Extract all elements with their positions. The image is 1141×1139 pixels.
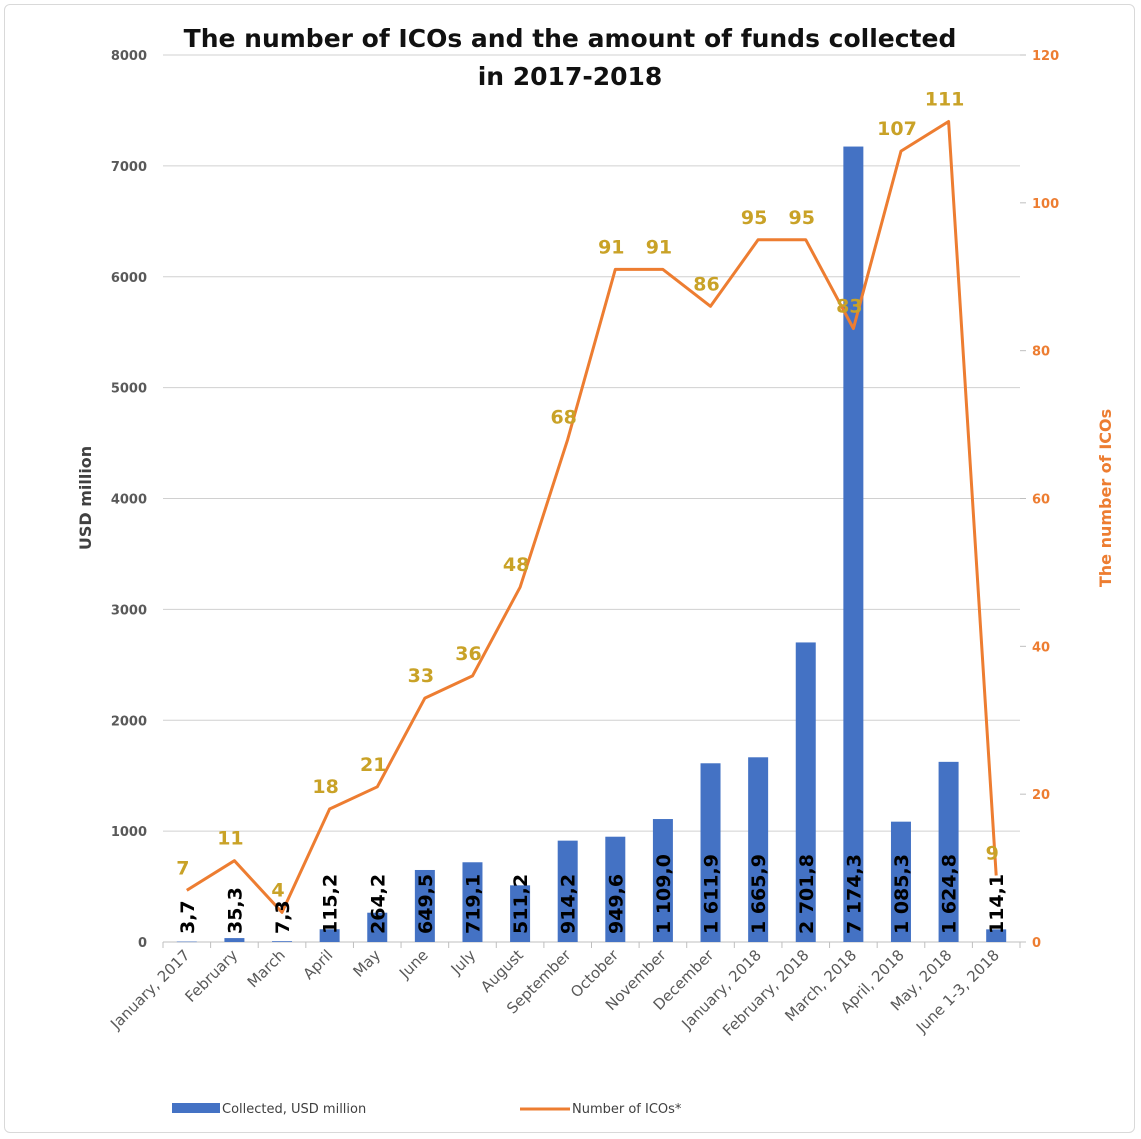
line-data-label: 4: [271, 879, 284, 901]
bar: [748, 757, 769, 942]
bar-data-label: 2 701,8: [796, 854, 818, 934]
line-data-label: 91: [646, 236, 672, 258]
bar-data-label: 35,3: [224, 887, 246, 934]
left-tick-label: 5000: [111, 382, 147, 397]
bar-data-label: 949,6: [605, 874, 627, 934]
category-label: July: [447, 946, 480, 979]
line-data-label: 9: [986, 842, 999, 864]
line-data-label: 21: [360, 754, 386, 776]
bar-data-label: 114,1: [986, 874, 1008, 934]
category-label: February, 2018: [719, 946, 812, 1039]
bar-data-label: 511,2: [510, 874, 532, 934]
legend-bar-label: Collected, USD million: [222, 1102, 366, 1117]
bar: [890, 821, 911, 942]
left-tick-label: 0: [138, 936, 147, 951]
left-tick-label: 4000: [111, 493, 147, 508]
line-data-label: 7: [176, 857, 189, 879]
line-data-label: 86: [693, 273, 719, 295]
right-tick-label: 80: [1032, 345, 1050, 360]
bar-data-label: 1 611,9: [701, 854, 723, 934]
bar-data-label: 649,5: [415, 874, 437, 934]
bar-data-label: 115,2: [320, 874, 342, 934]
bar: [224, 938, 245, 942]
line-data-label: 111: [925, 89, 965, 111]
category-label: May: [349, 946, 384, 981]
category-label: June 1-3, 2018: [912, 946, 1003, 1037]
bar-data-label: 1 109,0: [653, 854, 675, 934]
category-label: April: [299, 946, 336, 983]
line-series-icos: [186, 120, 998, 914]
legend-line-label: Number of ICOs*: [572, 1102, 682, 1117]
gridlines: [162, 54, 1021, 948]
line-data-label: 107: [877, 118, 917, 140]
bar: [272, 941, 293, 942]
right-axis-title: The number of ICOs: [1096, 409, 1115, 587]
legend: Collected, USD million Number of ICOs*: [172, 1102, 682, 1117]
chart-title-line1: The number of ICOs and the amount of fun…: [184, 24, 957, 53]
bar: [795, 642, 816, 942]
legend-bar-swatch: [172, 1103, 220, 1113]
bar: [414, 869, 435, 942]
bar: [557, 840, 578, 942]
bar: [367, 912, 388, 942]
bar: [462, 862, 483, 942]
bar: [605, 836, 626, 942]
line-data-label: 83: [836, 295, 862, 317]
line-data-label: 36: [455, 643, 481, 665]
left-axis-ticks: 0 1000 2000 3000 4000 5000 6000 7000 8000: [111, 49, 147, 951]
left-tick-label: 6000: [111, 271, 147, 286]
line-data-labels: 7 11 4 18 21 33 36 48 68 91 91 86 95 95 83 107 111 9: [176, 89, 999, 902]
right-tick-label: 40: [1032, 640, 1050, 655]
line-data-label: 33: [408, 665, 434, 687]
bar-data-label: 3,7: [177, 900, 199, 934]
left-tick-label: 2000: [111, 714, 147, 729]
bar-data-labels: 3,7 35,3 7,3 115,2 264,2 649,5 719,1 511,2 914,2…: [177, 854, 1008, 934]
bar: [938, 761, 959, 942]
right-axis-ticks: 0 20 40 60 80 100 120: [1020, 49, 1059, 951]
left-tick-label: 1000: [111, 825, 147, 840]
left-tick-label: 7000: [111, 160, 147, 175]
right-tick-label: 20: [1032, 788, 1050, 803]
bar: [700, 763, 721, 942]
icos-line: [186, 120, 998, 914]
line-data-label: 11: [217, 828, 243, 850]
bar-data-label: 7 174,3: [843, 854, 865, 934]
right-tick-label: 60: [1032, 493, 1050, 508]
bar: [176, 941, 197, 943]
chart-frame: [4, 4, 1135, 1133]
line-data-label: 18: [312, 776, 338, 798]
line-data-label: 95: [789, 207, 815, 229]
left-tick-label: 8000: [111, 49, 147, 64]
bar-data-label: 7,3: [272, 900, 294, 934]
bar-data-label: 914,2: [558, 874, 580, 934]
right-tick-label: 120: [1032, 49, 1059, 64]
bar: [510, 885, 531, 942]
bar-series-collected: [176, 146, 1007, 943]
left-axis-title: USD million: [76, 446, 95, 550]
line-data-label: 68: [550, 406, 576, 428]
bar: [843, 146, 864, 942]
right-tick-label: 0: [1032, 936, 1041, 951]
bar-data-label: 719,1: [462, 874, 484, 934]
category-label: June: [395, 946, 432, 983]
bar: [319, 929, 340, 942]
left-tick-label: 3000: [111, 603, 147, 618]
line-data-label: 95: [741, 207, 767, 229]
bar: [652, 819, 673, 942]
bar-data-label: 1 665,9: [748, 854, 770, 934]
bar-data-label: 1 624,8: [939, 854, 961, 934]
category-label: January, 2017: [106, 946, 193, 1033]
line-data-label: 91: [598, 236, 624, 258]
line-data-label: 48: [503, 554, 529, 576]
chart-title-line2: in 2017-2018: [478, 62, 663, 91]
category-label: March: [244, 946, 289, 991]
bar-data-label: 1 085,3: [891, 854, 913, 934]
bar-data-label: 264,2: [367, 874, 389, 934]
bar: [986, 929, 1007, 942]
right-tick-label: 100: [1032, 197, 1059, 212]
category-label: February: [182, 946, 242, 1006]
